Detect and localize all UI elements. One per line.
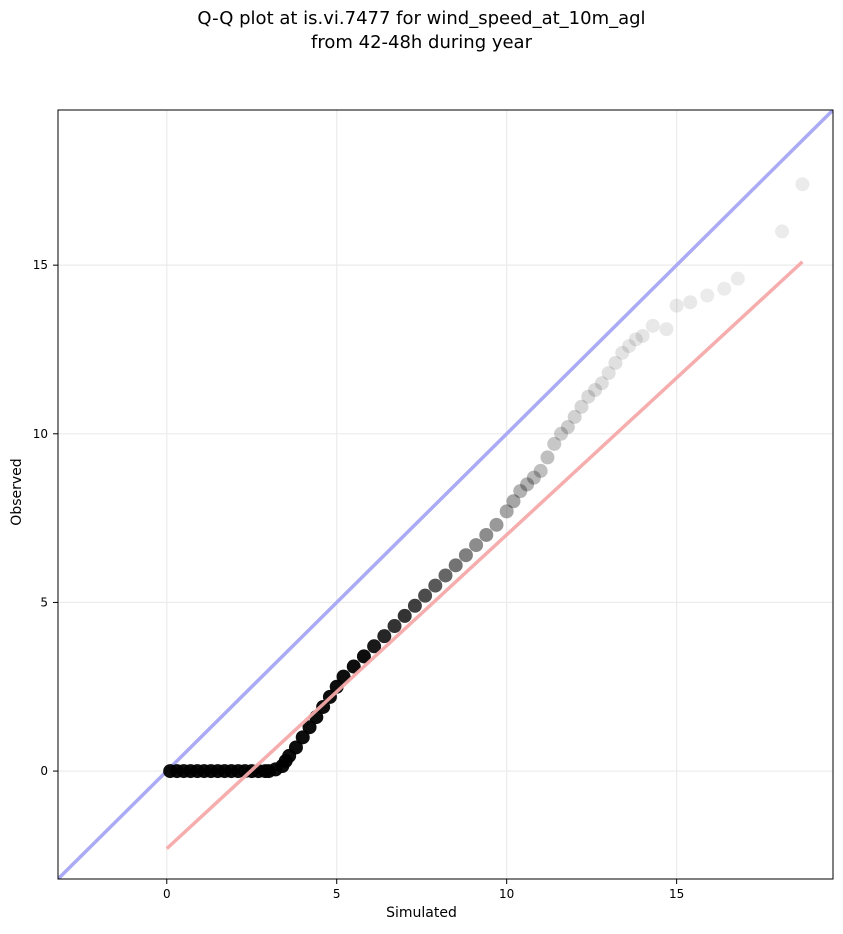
data-point: [513, 484, 528, 499]
x-tick-label: 0: [163, 887, 171, 901]
data-point: [397, 608, 412, 623]
y-tick-label: 15: [33, 258, 48, 272]
data-point: [438, 568, 453, 583]
x-tick-label: 10: [499, 887, 514, 901]
data-point: [316, 699, 331, 714]
data-point: [700, 288, 715, 303]
data-point: [554, 426, 569, 441]
data-point: [448, 558, 463, 573]
data-point: [659, 322, 674, 337]
data-point: [346, 659, 361, 674]
data-point: [669, 298, 684, 313]
grid: [58, 110, 833, 879]
data-point: [520, 477, 535, 492]
y-tick-label: 5: [40, 595, 48, 609]
data-point: [594, 376, 609, 391]
data-point: [288, 740, 303, 755]
data-point: [533, 463, 548, 478]
data-point: [567, 409, 582, 424]
y-tick-label: 0: [40, 764, 48, 778]
data-point: [547, 436, 562, 451]
data-points: [163, 177, 810, 850]
data-point: [635, 328, 650, 343]
chart-title-line-2: from 42-48h during year: [311, 32, 532, 53]
identity-line: [58, 110, 833, 879]
y-tick-label: 10: [33, 427, 48, 441]
data-point: [560, 420, 575, 435]
data-point: [540, 450, 555, 465]
plot-frame: [57, 109, 834, 880]
data-point: [628, 332, 643, 347]
x-tick-label: 5: [333, 887, 341, 901]
data-point: [795, 177, 810, 192]
data-point: [574, 399, 589, 414]
data-point: [499, 504, 514, 519]
reference-lines: [58, 110, 833, 879]
data-point: [387, 619, 402, 634]
data-point: [428, 578, 443, 593]
data-point: [645, 318, 660, 333]
data-point: [506, 494, 521, 509]
data-point: [608, 355, 623, 370]
fit-line: [165, 260, 804, 850]
data-point: [367, 639, 382, 654]
data-point: [581, 389, 596, 404]
data-point: [588, 382, 603, 397]
data-point: [469, 538, 484, 553]
chart-title-line-1: Q-Q plot at is.vi.7477 for wind_speed_at…: [197, 8, 646, 29]
data-point: [295, 730, 310, 745]
data-point: [683, 295, 698, 310]
data-point: [407, 598, 422, 613]
data-point: [730, 271, 745, 286]
data-point: [458, 548, 473, 563]
x-tick-label: 15: [669, 887, 684, 901]
axis-ticks: 0 5 10 15 0 5 10 15: [33, 258, 685, 901]
x-axis-label: Simulated: [386, 905, 457, 921]
data-point: [717, 281, 732, 296]
data-point: [622, 339, 637, 354]
data-point: [601, 366, 616, 381]
data-point: [479, 527, 494, 542]
y-axis-label: Observed: [9, 458, 25, 526]
data-point: [526, 470, 541, 485]
data-point: [489, 517, 504, 532]
data-point: [775, 224, 790, 239]
data-point: [356, 649, 371, 664]
data-point: [302, 720, 317, 735]
data-point: [615, 345, 630, 360]
data-point: [418, 588, 433, 603]
data-point: [377, 629, 392, 644]
